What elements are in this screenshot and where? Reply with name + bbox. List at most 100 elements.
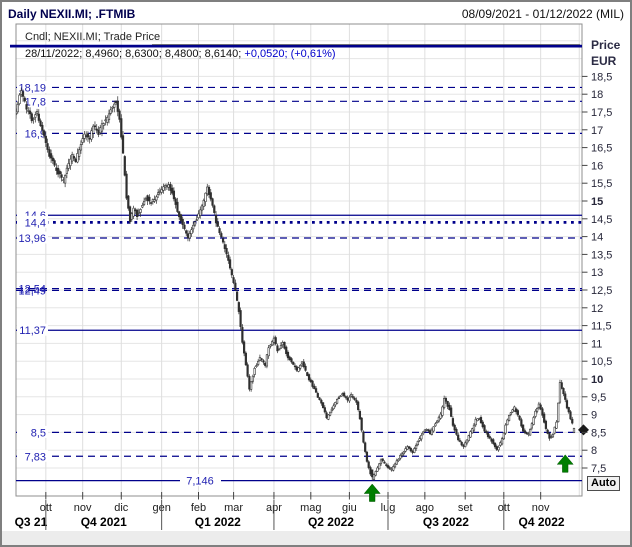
candle: [536, 408, 539, 412]
candle: [460, 441, 463, 446]
candle: [500, 438, 504, 445]
candle: [48, 149, 51, 157]
candle: [309, 379, 312, 382]
candle: [172, 190, 176, 200]
candle: [395, 460, 398, 465]
candle: [285, 346, 288, 355]
candle: [527, 433, 530, 435]
candle: [183, 224, 186, 230]
candle: [158, 190, 161, 193]
candle: [316, 393, 319, 398]
price-tick-label: 16,5: [591, 143, 612, 155]
candle: [283, 341, 286, 349]
candle: [276, 345, 279, 352]
candle: [450, 407, 453, 417]
legend-series[interactable]: Cndl; NEXII.MI; Trade Price: [25, 31, 161, 43]
candle: [74, 158, 77, 163]
candle: [255, 365, 258, 368]
auto-scale-button[interactable]: Auto: [587, 476, 621, 491]
price-tick-label: 15: [591, 196, 603, 208]
month-label: nov: [74, 502, 92, 514]
candle: [67, 163, 70, 169]
candle: [551, 434, 555, 438]
candle: [100, 123, 104, 132]
quarter-label: Q4 2021: [81, 515, 127, 529]
candle: [390, 468, 393, 471]
candle: [34, 114, 37, 118]
candle: [239, 310, 242, 327]
candle: [444, 398, 448, 402]
candle: [546, 429, 549, 434]
candle: [253, 367, 256, 375]
candle: [425, 428, 428, 431]
candle: [44, 135, 47, 143]
price-axis-currency: EUR: [591, 54, 617, 68]
candle: [190, 229, 193, 235]
candle: [197, 213, 200, 218]
candle: [364, 442, 367, 452]
candle: [135, 209, 139, 217]
candle: [192, 224, 195, 230]
annotation-label: 18,19: [18, 82, 46, 94]
candles-layer: [16, 87, 576, 481]
price-tick-label: 10: [591, 374, 603, 386]
candle: [78, 149, 81, 157]
candle: [325, 412, 328, 419]
candle: [37, 113, 40, 121]
annotation-label-bg: [180, 474, 221, 487]
price-tick-label: 12,5: [591, 285, 612, 297]
candle: [121, 135, 125, 154]
candle: [258, 357, 262, 361]
candle: [557, 402, 560, 423]
candle: [464, 442, 467, 448]
candle: [362, 431, 365, 443]
candle: [111, 107, 114, 109]
candle: [25, 104, 28, 110]
candle: [35, 111, 39, 114]
annotation-label-bg: [17, 80, 48, 93]
month-label: dic: [114, 502, 129, 514]
candle: [302, 361, 305, 367]
candle: [148, 196, 151, 202]
candle: [485, 431, 488, 433]
price-tick-label: 14: [591, 232, 603, 244]
candle: [550, 436, 553, 438]
up-arrow-icon[interactable]: [556, 454, 574, 473]
candle: [437, 416, 440, 422]
candle: [506, 419, 509, 426]
candle: [64, 175, 67, 184]
price-tick-label: 8,5: [591, 427, 606, 439]
candle: [313, 385, 316, 390]
candle: [544, 420, 548, 429]
candle: [234, 282, 237, 290]
candle: [504, 424, 507, 434]
price-tick-label: 13: [591, 267, 603, 279]
candle: [83, 133, 86, 139]
candle: [237, 302, 240, 312]
up-arrow-icon[interactable]: [363, 483, 381, 502]
candle: [86, 133, 90, 138]
annotation-label-bg: [17, 449, 48, 462]
candle: [55, 167, 58, 171]
candle: [369, 467, 372, 475]
candle: [41, 124, 44, 131]
candle: [262, 360, 265, 363]
candle: [413, 448, 416, 453]
candle: [522, 424, 525, 432]
plot-border: [15, 23, 583, 497]
candle: [160, 189, 163, 193]
legend-ohlc-values: 28/11/2022; 8,4960; 8,6300; 8,4800; 8,61…: [25, 48, 245, 60]
candle: [353, 397, 356, 400]
candle: [99, 127, 102, 134]
price-tick-label: 7,5: [591, 463, 606, 475]
candle: [23, 97, 26, 102]
candle: [486, 432, 490, 438]
candle: [202, 200, 205, 207]
candle: [130, 213, 133, 220]
candle: [453, 424, 456, 431]
candle: [297, 367, 300, 372]
candle: [116, 100, 119, 112]
candle: [214, 215, 218, 224]
candle: [520, 419, 523, 427]
